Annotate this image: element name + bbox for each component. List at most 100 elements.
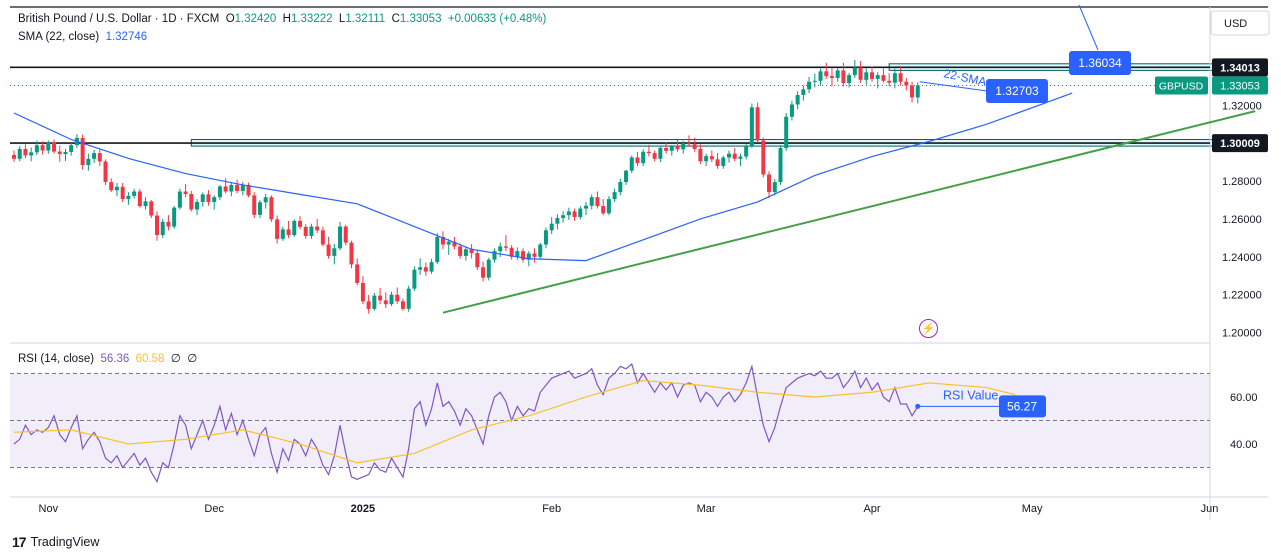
candle-body: [240, 184, 245, 191]
candle: [166, 215, 171, 231]
candle-body: [229, 184, 234, 192]
candle-body: [280, 229, 285, 239]
candle-body: [177, 191, 182, 208]
candle: [915, 82, 920, 104]
candle-body: [446, 241, 451, 245]
candle: [749, 103, 754, 149]
candle: [269, 195, 274, 222]
candle: [801, 85, 806, 101]
candle: [738, 153, 743, 166]
candle: [412, 266, 417, 291]
candle-body: [34, 145, 39, 153]
currency-box: [1210, 10, 1270, 36]
candle: [429, 258, 434, 274]
candle: [715, 153, 720, 169]
price-axis[interactable]: 1.20000 1.22000 1.24000 1.26000 1.28000 1.320…: [1210, 10, 1270, 451]
candle-body: [69, 145, 74, 152]
candle-body: [658, 148, 663, 159]
candle-body: [824, 71, 829, 77]
candle-body: [669, 146, 674, 151]
candle-body: [263, 197, 268, 203]
candle: [584, 201, 588, 216]
time-tick-label: Nov: [39, 503, 59, 515]
callout-rsi: 56.27 RSI Value: [915, 388, 1046, 418]
candle-body: [584, 205, 588, 209]
candle: [767, 171, 772, 199]
candle: [829, 68, 834, 87]
low-value: 1.32111: [345, 13, 386, 25]
candle-body: [818, 71, 823, 81]
candle: [263, 193, 268, 209]
candle-body: [63, 151, 68, 155]
callout-sma-bg: [986, 79, 1048, 103]
rsi-tick-label: 40.00: [1230, 439, 1258, 451]
candle-body: [52, 142, 57, 152]
sma-legend[interactable]: SMA (22, close) 1.32746: [18, 31, 147, 43]
candle-body: [829, 76, 834, 78]
candle: [509, 245, 514, 260]
candle-body: [618, 182, 623, 193]
candle-body: [892, 73, 897, 83]
candle: [155, 211, 159, 241]
candle-body: [166, 221, 171, 227]
candle-body: [915, 85, 920, 98]
candle: [681, 141, 686, 154]
candle: [423, 262, 428, 276]
candle: [807, 77, 812, 94]
candle: [235, 179, 240, 194]
rsi-line: [13, 363, 919, 484]
candle-body: [235, 184, 240, 191]
candle-body: [458, 246, 463, 256]
candle-body: [652, 153, 657, 159]
candle-body: [320, 230, 325, 245]
candle: [824, 62, 829, 79]
candle: [418, 258, 423, 275]
candle-body: [606, 199, 611, 214]
candle: [137, 189, 142, 208]
candle: [57, 145, 62, 162]
candle: [92, 149, 97, 164]
candle: [103, 159, 108, 185]
candle: [189, 190, 194, 212]
candle-body: [778, 148, 783, 183]
candle: [80, 134, 85, 170]
time-tick-label: Dec: [204, 503, 224, 515]
rsi-legend[interactable]: RSI (14, close) 56.36 60.58 ∅ ∅: [18, 351, 197, 365]
rsi-extra-2: ∅: [187, 353, 198, 365]
symbol-title[interactable]: British Pound / U.S. Dollar · 1D · FXCM: [18, 13, 220, 25]
candle-body: [86, 158, 91, 166]
candle-body: [492, 251, 497, 260]
candle-body: [183, 191, 188, 194]
candle: [641, 149, 646, 166]
rsi-band: [10, 373, 1210, 468]
candle: [217, 184, 222, 201]
time-axis[interactable]: NovDec2025FebMarAprMayJunJul: [39, 503, 1281, 515]
horizontal-levels[interactable]: [10, 66, 1210, 144]
candle-body: [870, 72, 874, 79]
candle: [240, 182, 245, 196]
candle-body: [378, 295, 383, 301]
candle: [389, 291, 394, 307]
candle-body: [772, 182, 777, 193]
candle-body: [481, 267, 486, 278]
candle-body: [744, 146, 749, 157]
candle-body: [503, 246, 508, 248]
candle: [326, 236, 331, 259]
callout-sma-line: [919, 81, 988, 92]
footer-branding[interactable]: 17 TradingView: [12, 534, 99, 550]
candle: [704, 153, 709, 166]
candle-body: [755, 107, 760, 141]
callout-upper: 1.36034: [1069, 4, 1131, 75]
candle-body: [40, 145, 45, 151]
candle-body: [555, 218, 560, 224]
candle: [549, 217, 554, 235]
candle-body: [275, 219, 280, 239]
candle-body: [767, 174, 772, 193]
candle-body: [698, 148, 703, 162]
sma-line: [13, 92, 1073, 262]
candle-body: [46, 142, 51, 151]
lightning-icon[interactable]: ⚡: [919, 319, 938, 338]
candle-body: [400, 301, 405, 309]
